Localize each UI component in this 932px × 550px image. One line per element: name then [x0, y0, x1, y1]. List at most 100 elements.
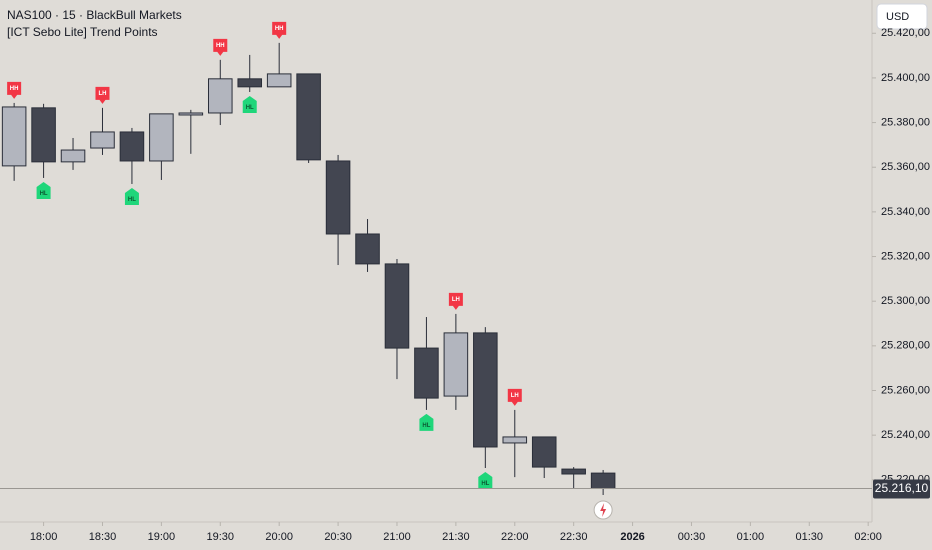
- y-tick-label: 25.400,00: [881, 72, 930, 84]
- candle: [119, 127, 145, 184]
- y-tick-label: 25.320,00: [881, 250, 930, 262]
- y-tick-label: 25.280,00: [881, 340, 930, 352]
- candle: [237, 54, 263, 92]
- candle: [296, 73, 321, 163]
- trend-point-label: HH: [10, 86, 19, 92]
- y-tick-label: 25.360,00: [881, 161, 930, 173]
- candle-body: [237, 78, 263, 88]
- trend-point-label: HL: [40, 191, 48, 197]
- candle: [355, 219, 380, 272]
- trend-point-marker: [213, 38, 228, 56]
- trend-point: HL: [124, 187, 139, 205]
- candle: [31, 103, 56, 178]
- event-icon-bolt: [600, 503, 607, 517]
- candle-body: [355, 233, 380, 265]
- trend-point-label: LH: [98, 91, 106, 97]
- currency-label[interactable]: USD: [886, 11, 909, 23]
- candle-body: [90, 131, 115, 149]
- x-tick-label: 22:00: [501, 531, 529, 543]
- candle: [325, 154, 351, 266]
- candle-body: [325, 160, 351, 235]
- candle-body: [384, 263, 410, 349]
- trend-point: HL: [478, 471, 493, 489]
- x-tick-label: 19:30: [207, 531, 235, 543]
- trend-point: HH: [272, 21, 287, 39]
- x-tick-label: 2026: [620, 531, 644, 543]
- y-tick-label: 25.260,00: [881, 384, 930, 396]
- candle-body: [531, 436, 557, 468]
- x-tick-label: 18:30: [89, 531, 117, 543]
- trend-point-label: LH: [452, 297, 460, 303]
- indicator-name: [ICT Sebo Lite] Trend Points: [7, 25, 158, 39]
- x-tick-label: 19:00: [148, 531, 176, 543]
- candle: [590, 469, 616, 495]
- trend-point-marker: [7, 81, 22, 99]
- trend-point-label: HL: [481, 481, 489, 487]
- x-tick-label: 01:30: [796, 531, 824, 543]
- chart-title: NAS100 · 15 · BlackBull Markets: [7, 8, 182, 22]
- candle-body: [296, 73, 321, 161]
- candle-body: [266, 73, 292, 88]
- trend-point-label: HL: [422, 423, 430, 429]
- trend-point-label: LH: [511, 393, 519, 399]
- currency-button[interactable]: USD: [876, 3, 928, 30]
- trend-point-label: HL: [128, 197, 136, 203]
- candle-body: [178, 112, 204, 116]
- trend-point: LH: [95, 86, 110, 104]
- x-tick-label: 22:30: [560, 531, 588, 543]
- y-tick-label: 25.340,00: [881, 206, 930, 218]
- trend-point: HL: [419, 413, 434, 431]
- candle: [473, 327, 498, 468]
- trend-point-label: HL: [246, 105, 254, 111]
- candle-body: [502, 436, 528, 444]
- trend-point-marker: [448, 292, 463, 310]
- x-tick-label: 00:30: [678, 531, 706, 543]
- candle: [90, 107, 115, 155]
- x-tick-label: 21:00: [383, 531, 411, 543]
- trend-point-marker: [478, 471, 493, 489]
- candle-body: [149, 113, 174, 162]
- candle-body: [208, 78, 233, 114]
- y-tick-label: 25.380,00: [881, 116, 930, 128]
- trend-point-label: HH: [275, 26, 284, 32]
- trend-point-label: HH: [216, 43, 225, 49]
- candle-body: [561, 468, 586, 475]
- candle-body: [443, 332, 469, 397]
- candle: [414, 317, 439, 410]
- candle: [149, 113, 174, 180]
- x-tick-label: 20:30: [324, 531, 352, 543]
- trend-point-marker: [124, 187, 139, 205]
- candle-body: [119, 131, 145, 162]
- candle: [561, 467, 586, 489]
- trend-point: HL: [36, 181, 51, 199]
- candle: [502, 409, 528, 478]
- candle: [208, 59, 233, 126]
- trend-point-marker: [507, 388, 522, 406]
- x-tick-label: 02:00: [854, 531, 882, 543]
- trend-point-marker: [95, 86, 110, 104]
- trend-point: HH: [213, 38, 228, 56]
- x-tick-label: 20:00: [265, 531, 293, 543]
- y-tick-label: 25.420,00: [881, 27, 930, 39]
- trend-point-marker: [272, 21, 287, 39]
- trend-point-marker: [36, 181, 51, 199]
- currency-box[interactable]: [876, 3, 928, 30]
- candle-body: [590, 472, 616, 490]
- candle-body: [31, 107, 56, 163]
- candle-body: [1, 106, 27, 167]
- trend-point-marker: [242, 95, 257, 113]
- candle: [60, 137, 86, 170]
- y-tick-label: 25.240,00: [881, 429, 930, 441]
- y-tick-label: 25.300,00: [881, 295, 930, 307]
- candle-body: [60, 149, 86, 163]
- candle: [443, 313, 469, 410]
- last-price-label: 25.216,10: [875, 481, 929, 495]
- candle: [531, 436, 557, 479]
- candle: [1, 102, 27, 181]
- candle: [266, 42, 292, 88]
- candle: [178, 109, 204, 154]
- x-tick-label: 21:30: [442, 531, 470, 543]
